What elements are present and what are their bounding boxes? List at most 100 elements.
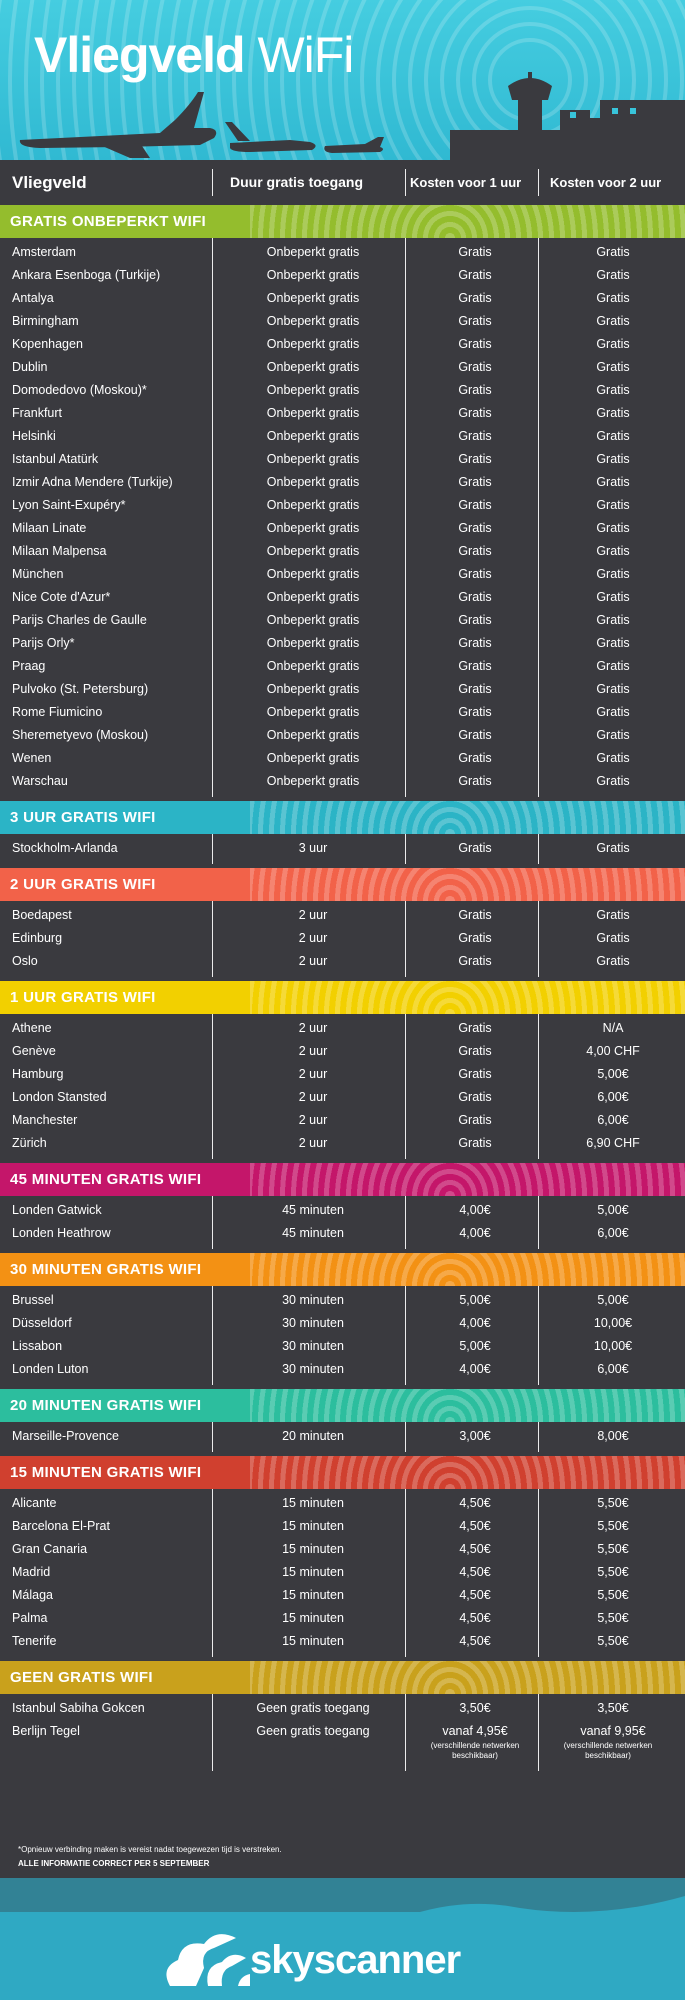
airport-name: Parijs Orly* (12, 636, 75, 650)
table-row: London Stansted 2 uur Gratis 6,00€ (0, 1086, 685, 1109)
table-row: Genève 2 uur Gratis 4,00 CHF (0, 1040, 685, 1063)
cost-1h: Gratis (458, 705, 492, 719)
free-duration: Onbeperkt gratis (266, 452, 360, 466)
free-duration: 30 minuten (282, 1293, 344, 1307)
free-duration: Onbeperkt gratis (266, 383, 360, 397)
airport-name: Lyon Saint-Exupéry* (12, 498, 126, 512)
cost-2h: 5,00€ (597, 1067, 629, 1081)
cost-2h: Gratis (596, 728, 630, 742)
cost-1h: Gratis (458, 475, 492, 489)
airport-name: München (12, 567, 64, 581)
free-duration: Onbeperkt gratis (266, 429, 360, 443)
airport-name: Lissabon (12, 1339, 63, 1353)
cost-1h: 4,00€ (459, 1203, 491, 1217)
airport-name: Milaan Malpensa (12, 544, 107, 558)
cost-1h: Gratis (458, 841, 492, 855)
cost-2h: 10,00€ (593, 1339, 633, 1353)
airport-name: Manchester (12, 1113, 78, 1127)
header-cost-1h: Kosten voor 1 uur (410, 175, 522, 190)
cost-2h: 10,00€ (593, 1316, 633, 1330)
cost-2h: 5,00€ (597, 1293, 629, 1307)
airport-name: London Stansted (12, 1090, 107, 1104)
wifi-rings-icon (250, 1163, 685, 1196)
cost-1h: Gratis (458, 1136, 492, 1150)
airport-name: Praag (12, 659, 46, 673)
table-row: Ankara Esenboga (Turkije) Onbeperkt grati… (0, 264, 685, 287)
cost-1h: Gratis (458, 590, 492, 604)
free-duration: Geen gratis toegang (256, 1724, 370, 1738)
cost-2h: 4,00 CHF (586, 1044, 640, 1058)
cloud-logo-icon (166, 1934, 250, 1986)
cost-2h: Gratis (596, 751, 630, 765)
airport-name: Frankfurt (12, 406, 63, 420)
free-duration: 2 uur (298, 1113, 328, 1127)
wifi-rings-icon (250, 1661, 685, 1694)
free-duration: 45 minuten (282, 1203, 344, 1217)
cost-1h: Gratis (458, 291, 492, 305)
free-duration: 15 minuten (282, 1588, 344, 1602)
section-label: 3 uur gratis WiFi (10, 809, 156, 826)
airport-name: Zürich (12, 1136, 47, 1150)
cost-1h: Gratis (458, 682, 492, 696)
airport-name: Birmingham (12, 314, 79, 328)
column-header: Vliegveld Duur gratis toegang Kosten voo… (0, 160, 685, 205)
cost-2h: Gratis (596, 613, 630, 627)
free-duration: 30 minuten (282, 1362, 344, 1376)
table-row: Hamburg 2 uur Gratis 5,00€ (0, 1063, 685, 1086)
free-duration: 3 uur (298, 841, 328, 855)
table-row: Amsterdam Onbeperkt gratis Gratis Gratis (0, 241, 685, 264)
cost-2h: N/A (602, 1021, 624, 1035)
cost-2h: 6,00€ (597, 1362, 629, 1376)
airport-name: Boedapest (12, 908, 72, 922)
footnote-date: ALLE INFORMATIE CORRECT PER 5 SEPTEMBER (18, 1859, 210, 1868)
airport-name: Barcelona El-Prat (12, 1519, 110, 1533)
table-row: Nice Cote d'Azur* Onbeperkt gratis Gratis G… (0, 586, 685, 609)
free-duration: Geen gratis toegang (256, 1701, 370, 1715)
cost-2h: 6,00€ (597, 1113, 629, 1127)
free-duration: 20 minuten (282, 1429, 344, 1443)
title-light: WiFi (257, 27, 354, 83)
airport-name: Ankara Esenboga (Turkije) (12, 268, 161, 282)
airport-name: Brussel (12, 1293, 54, 1307)
hero-banner: Vliegveld WiFi (0, 0, 685, 160)
wifi-waves (0, 0, 685, 160)
cost-2h: 5,50€ (597, 1519, 629, 1533)
cost-1h: Gratis (458, 498, 492, 512)
cost-1h: Gratis (458, 774, 492, 788)
cost-2h: 5,50€ (597, 1611, 629, 1625)
table-row: Sheremetyevo (Moskou) Onbeperkt gratis Gra… (0, 724, 685, 747)
table-row: München Onbeperkt gratis Gratis Gratis (0, 563, 685, 586)
section-label: 1 uur gratis WiFi (10, 989, 156, 1006)
column-divider (405, 1196, 406, 1249)
free-duration: Onbeperkt gratis (266, 544, 360, 558)
airport-name: Amsterdam (12, 245, 76, 259)
section-header: 1 uur gratis WiFi (0, 981, 685, 1014)
airport-name: Kopenhagen (12, 337, 83, 351)
cost-1h: Gratis (458, 1090, 492, 1104)
cost-2h: 8,00€ (597, 1429, 629, 1443)
free-duration: 2 uur (298, 931, 328, 945)
table-row: Oslo 2 uur Gratis Gratis (0, 950, 685, 973)
table-row: Parijs Charles de Gaulle Onbeperkt gratis… (0, 609, 685, 632)
section-header: 3 uur gratis WiFi (0, 801, 685, 834)
table-row: Boedapest 2 uur Gratis Gratis (0, 904, 685, 927)
airport-name: Rome Fiumicino (12, 705, 103, 719)
airport-name: Dublin (12, 360, 48, 374)
section-label: 2 uur gratis WiFi (10, 876, 156, 893)
airport-name: Londen Heathrow (12, 1226, 111, 1240)
section-header: 30 minuten gratis WiFi (0, 1253, 685, 1286)
table-row: Gran Canaria 15 minuten 4,50€ 5,50€ (0, 1538, 685, 1561)
airport-name: Helsinki (12, 429, 56, 443)
table-row: Lyon Saint-Exupéry* Onbeperkt gratis Grati… (0, 494, 685, 517)
column-divider (405, 834, 406, 864)
cost-2h: Gratis (596, 268, 630, 282)
table-row: Málaga 15 minuten 4,50€ 5,50€ (0, 1584, 685, 1607)
free-duration: 2 uur (298, 1067, 328, 1081)
table-row: Dublin Onbeperkt gratis Gratis Gratis (0, 356, 685, 379)
section-header: 45 minuten gratis WiFi (0, 1163, 685, 1196)
cost-1h: Gratis (458, 268, 492, 282)
cost-2h: 3,50€ (597, 1701, 629, 1715)
footer: skyscanner (0, 1878, 685, 2000)
column-divider (212, 1422, 213, 1452)
cost-2h: 5,50€ (597, 1565, 629, 1579)
